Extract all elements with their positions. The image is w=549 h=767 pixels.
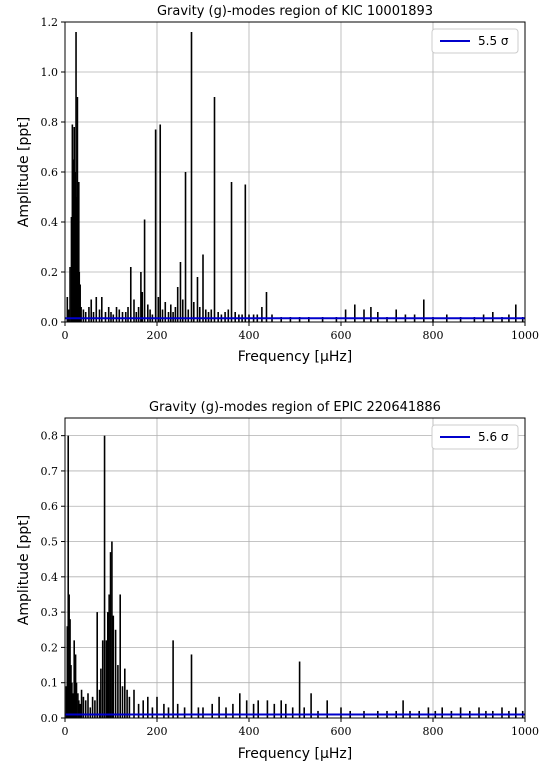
x-axis-label: Frequency [μHz] bbox=[238, 746, 352, 762]
y-tick-label: 0.4 bbox=[41, 216, 59, 229]
x-tick-label: 200 bbox=[147, 329, 168, 342]
x-tick-label: 600 bbox=[331, 725, 352, 738]
y-tick-label: 0.2 bbox=[41, 641, 59, 654]
y-tick-label: 0.0 bbox=[41, 712, 59, 725]
axis-ticks: 0 200 400 600 800 1000 0.0 0.1 0.2 0.3 0.4 0.5 0.6 0.… bbox=[41, 430, 540, 738]
y-tick-label: 0.6 bbox=[41, 500, 59, 513]
grid bbox=[64, 21, 526, 323]
y-tick-label: 0.5 bbox=[41, 536, 59, 549]
legend-box bbox=[431, 424, 519, 450]
axis-ticks: 0 200 400 600 800 1000 0.0 0.2 0.4 0.6 0.8 1.0 1.2 bbox=[41, 16, 540, 342]
legend-box bbox=[431, 28, 519, 54]
x-tick-label: 400 bbox=[239, 329, 260, 342]
x-tick-label: 1000 bbox=[511, 329, 539, 342]
legend: 5.5 σ bbox=[431, 28, 519, 54]
legend-label: 5.6 σ bbox=[478, 430, 509, 444]
data-marks bbox=[66, 32, 524, 322]
legend-label: 5.5 σ bbox=[478, 34, 509, 48]
y-tick-label: 0.1 bbox=[41, 677, 59, 690]
plot-frame bbox=[64, 21, 526, 323]
y-tick-label: 0.3 bbox=[41, 606, 59, 619]
x-tick-label: 0 bbox=[62, 329, 69, 342]
y-tick-label: 0.6 bbox=[41, 166, 59, 179]
x-tick-label: 600 bbox=[331, 329, 352, 342]
legend: 5.6 σ bbox=[431, 424, 519, 450]
x-tick-label: 800 bbox=[423, 329, 444, 342]
x-axis-label: Frequency [μHz] bbox=[238, 349, 352, 365]
y-tick-label: 0.0 bbox=[41, 316, 59, 329]
x-tick-label: 200 bbox=[147, 725, 168, 738]
y-tick-label: 1.2 bbox=[41, 16, 59, 29]
chart-title: Gravity (g)-modes region of KIC 10001893 bbox=[157, 4, 433, 19]
y-axis-label: Amplitude [ppt] bbox=[16, 117, 32, 227]
y-axis-label: Amplitude [ppt] bbox=[16, 515, 32, 625]
y-tick-label: 0.4 bbox=[41, 571, 59, 584]
chart-panel-1: Gravity (g)-modes region of KIC 10001893… bbox=[16, 4, 539, 365]
y-tick-label: 0.7 bbox=[41, 465, 59, 478]
x-tick-label: 800 bbox=[423, 725, 444, 738]
y-tick-label: 0.2 bbox=[41, 266, 59, 279]
chart-title: Gravity (g)-modes region of EPIC 2206418… bbox=[149, 400, 441, 415]
x-tick-label: 0 bbox=[62, 725, 69, 738]
y-tick-label: 1.0 bbox=[41, 66, 59, 79]
chart-panel-2: Gravity (g)-modes region of EPIC 2206418… bbox=[16, 400, 539, 762]
x-tick-label: 400 bbox=[239, 725, 260, 738]
grid bbox=[64, 418, 526, 719]
x-tick-label: 1000 bbox=[511, 725, 539, 738]
y-tick-label: 0.8 bbox=[41, 430, 59, 443]
y-tick-label: 0.8 bbox=[41, 116, 59, 129]
plot-frame bbox=[64, 417, 526, 719]
